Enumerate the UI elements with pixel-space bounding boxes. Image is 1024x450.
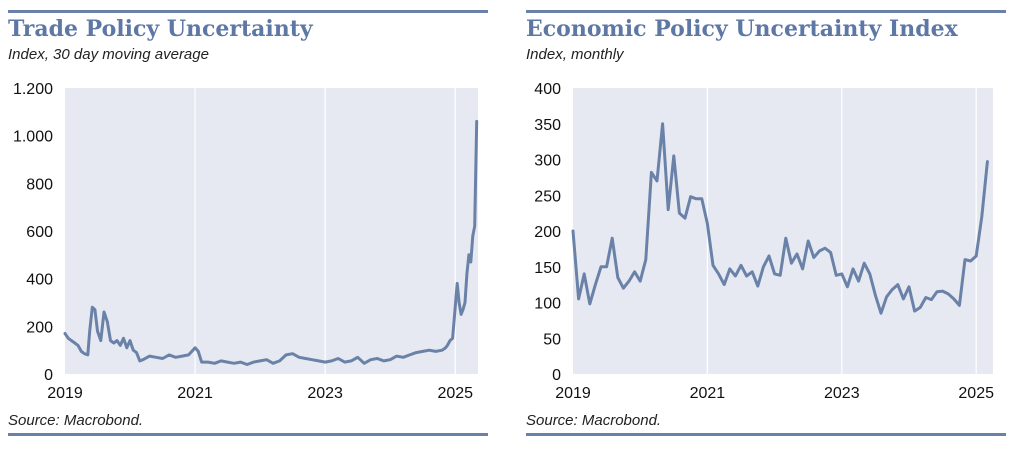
plot-area [573,88,993,374]
y-tick-label: 0 [44,367,53,384]
y-tick-label: 150 [534,260,561,277]
chart-source: Source: Macrobond. [8,412,144,429]
x-tick-label: 2021 [690,385,726,402]
y-tick-label: 600 [26,224,53,241]
series-line [571,122,989,315]
y-tick-label: 350 [534,117,561,134]
x-tick-label: 2019 [47,385,83,402]
y-tick-label: 0 [552,367,561,384]
top-rule [526,10,1006,13]
y-tick-label: 250 [534,188,561,205]
x-tick-label: 2023 [307,385,343,402]
y-tick-label: 100 [534,296,561,313]
chart-subtitle: Index, monthly [526,46,624,63]
x-tick-label: 2025 [437,385,473,402]
chart-subtitle: Index, 30 day moving average [8,46,209,63]
bottom-rule [8,433,488,436]
series-line [63,119,479,366]
y-tick-label: 800 [26,176,53,193]
chart-title: Economic Policy Uncertainty Index [526,16,958,42]
top-rule [8,10,488,13]
y-tick-label: 400 [26,272,53,289]
y-tick-label: 50 [543,331,561,348]
x-tick-label: 2019 [555,385,591,402]
y-tick-label: 1.000 [13,129,53,146]
economic-policy-chart: 2019 2021 2023 2025 0 50 100 150 200 250 300 350 400 [534,81,994,402]
chart-title: Trade Policy Uncertainty [8,16,313,42]
x-tick-label: 2023 [824,385,860,402]
y-tick-label: 400 [534,81,561,98]
chart-source: Source: Macrobond. [526,412,662,429]
x-tick-label: 2021 [177,385,213,402]
chart-panel-trade-policy: Trade Policy Uncertainty Index, 30 day m… [8,0,488,450]
trade-policy-chart: 2019 2021 2023 2025 0 200 400 600 800 1.000 1.200 [13,81,479,402]
bottom-rule [526,433,1006,436]
y-tick-label: 1.200 [13,81,53,98]
chart-panel-economic-policy: Economic Policy Uncertainty Index Index,… [526,0,1006,450]
x-tick-label: 2025 [958,385,994,402]
plot-area [65,88,478,374]
y-tick-label: 200 [534,224,561,241]
y-tick-label: 200 [26,319,53,336]
y-tick-label: 300 [534,153,561,170]
